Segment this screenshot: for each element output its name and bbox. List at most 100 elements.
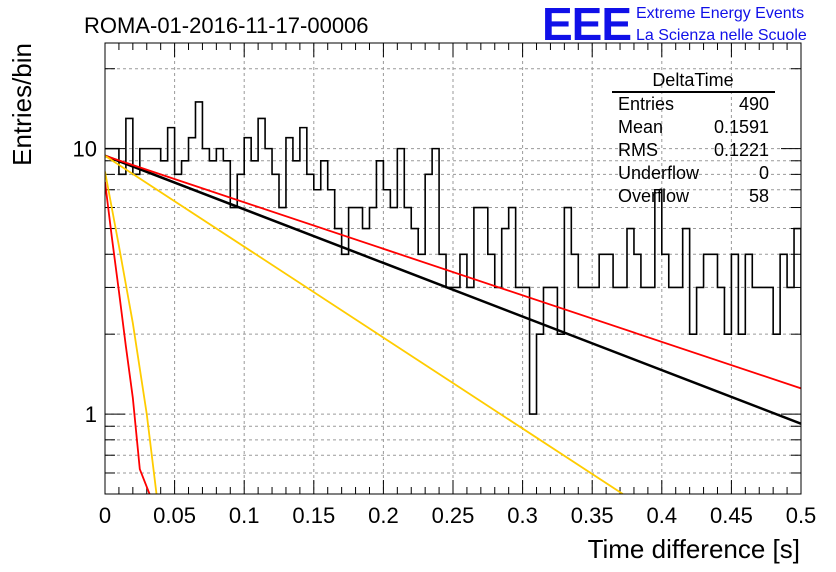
histogram-bin bbox=[731, 254, 738, 494]
x-tick-label: 0.15 bbox=[292, 503, 335, 528]
histogram-bin bbox=[676, 287, 683, 494]
histogram-bin bbox=[697, 287, 704, 494]
histogram-bin bbox=[543, 287, 550, 494]
histogram-bin bbox=[822, 334, 829, 494]
fit-line-5 bbox=[105, 171, 158, 494]
stats-title: DeltaTime bbox=[652, 70, 733, 90]
eee-logo: EEE Extreme Energy Events La Scienza nel… bbox=[542, 0, 807, 50]
histogram-bin bbox=[342, 254, 349, 494]
fit-lines bbox=[105, 154, 801, 494]
histogram-bin bbox=[690, 334, 697, 494]
histogram-bin bbox=[495, 287, 502, 494]
histogram-bin bbox=[265, 149, 272, 494]
histogram-bin bbox=[376, 161, 383, 494]
histogram-bin bbox=[467, 287, 474, 494]
histogram-bin bbox=[620, 287, 627, 494]
histogram-bin bbox=[154, 149, 161, 494]
histogram-bin bbox=[509, 208, 516, 494]
x-tick-label: 0.2 bbox=[368, 503, 399, 528]
stats-value: 0.1591 bbox=[714, 117, 769, 137]
histogram-bin bbox=[815, 287, 822, 494]
x-tick-label: 0 bbox=[99, 503, 111, 528]
histogram-bin bbox=[606, 254, 613, 494]
histogram-bin bbox=[209, 161, 216, 494]
stats-value: 0 bbox=[759, 163, 769, 183]
histogram-bin bbox=[488, 254, 495, 494]
x-tick-label: 0.45 bbox=[710, 503, 753, 528]
fit-line-4 bbox=[105, 181, 151, 494]
histogram-bin bbox=[356, 208, 363, 494]
histogram-bin bbox=[745, 254, 752, 494]
histogram-bin bbox=[669, 287, 676, 494]
x-tick-labels: 0 0.05 0.1 0.15 0.2 0.25 0.3 0.35 0.4 0.45 0.5 bbox=[99, 503, 816, 528]
fit-line-1 bbox=[105, 154, 801, 425]
histogram-bin bbox=[175, 174, 182, 494]
stats-value: 58 bbox=[749, 186, 769, 206]
histogram-bin bbox=[195, 102, 202, 494]
histogram-bin bbox=[794, 229, 801, 494]
histogram-bin bbox=[550, 287, 557, 494]
histogram-bin bbox=[516, 287, 523, 494]
x-axis-title: Time difference [s] bbox=[588, 534, 800, 564]
chart-title: ROMA-01-2016-11-17-00006 bbox=[84, 13, 369, 38]
stats-value: 490 bbox=[739, 94, 769, 114]
histogram-outline bbox=[105, 101, 801, 415]
y-axis-title: Entries/bin bbox=[7, 43, 37, 166]
histogram-bin bbox=[237, 174, 244, 494]
histogram-bin bbox=[704, 254, 711, 494]
histogram-bin bbox=[599, 254, 606, 494]
stats-rows: Entries 490 Mean 0.1591 RMS 0.1221 Underflow 0 O… bbox=[618, 94, 769, 206]
histogram-bin bbox=[662, 254, 669, 494]
histogram-bin bbox=[202, 149, 209, 494]
histogram-bin bbox=[390, 208, 397, 494]
histogram-bin bbox=[244, 138, 251, 494]
histogram-bin bbox=[829, 254, 836, 494]
histogram-bin bbox=[634, 254, 641, 494]
histogram-bin bbox=[613, 287, 620, 494]
histogram-bin bbox=[293, 161, 300, 494]
histogram-bin bbox=[557, 334, 564, 494]
histogram-bin bbox=[279, 208, 286, 494]
histogram-bin bbox=[808, 287, 815, 494]
plot-frame bbox=[104, 42, 802, 495]
histogram-bin bbox=[752, 287, 759, 494]
histogram-bin bbox=[683, 229, 690, 494]
histogram-bin bbox=[571, 254, 578, 494]
plot-area bbox=[105, 43, 801, 494]
histogram-bin bbox=[258, 118, 265, 494]
logo-line-1: Extreme Energy Events bbox=[636, 5, 804, 22]
histogram-bin bbox=[766, 287, 773, 494]
histogram-bin bbox=[230, 208, 237, 494]
histogram-bin bbox=[112, 149, 119, 494]
x-tick-label: 0.5 bbox=[786, 503, 817, 528]
histogram-bin bbox=[460, 254, 467, 494]
fit-line-3 bbox=[105, 155, 624, 494]
histogram-bin bbox=[411, 229, 418, 494]
stats-label: Underflow bbox=[618, 163, 700, 183]
histogram-bin bbox=[801, 334, 808, 494]
histogram-bin bbox=[787, 287, 794, 494]
histogram-bin bbox=[335, 229, 342, 494]
histogram-bin bbox=[425, 174, 432, 494]
histogram-bin bbox=[578, 287, 585, 494]
histogram-bin bbox=[251, 161, 258, 494]
histogram-bin bbox=[453, 287, 460, 494]
stats-label: RMS bbox=[618, 140, 658, 160]
histogram-bin bbox=[432, 149, 439, 494]
histogram-bin bbox=[404, 208, 411, 494]
histogram-bin bbox=[369, 208, 376, 494]
histogram-bin bbox=[711, 254, 718, 494]
histogram-bin bbox=[530, 414, 537, 494]
histogram-bin bbox=[161, 161, 168, 494]
histogram-bin bbox=[481, 208, 488, 494]
x-tick-label: 0.35 bbox=[571, 503, 614, 528]
x-tick-label: 0.05 bbox=[153, 503, 196, 528]
y-tick-label: 10 bbox=[73, 137, 97, 162]
y-tick-label: 1 bbox=[85, 402, 97, 427]
y-tick-labels: 1 10 bbox=[73, 137, 97, 427]
histogram-bin bbox=[307, 174, 314, 494]
histogram-bin bbox=[537, 334, 544, 494]
histogram-bin bbox=[140, 149, 147, 494]
histogram-bin bbox=[780, 254, 787, 494]
histogram-bin bbox=[564, 208, 571, 494]
